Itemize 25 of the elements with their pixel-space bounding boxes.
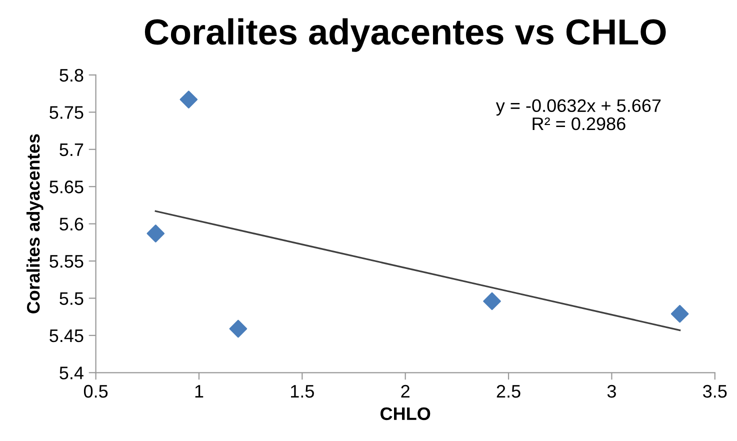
point xyxy=(670,304,689,323)
y-tick-label: 5.75 xyxy=(50,106,84,119)
x-tick-label: 0.5 xyxy=(84,384,108,398)
point xyxy=(229,320,248,338)
y-axis-title: Coralites adyacentes xyxy=(26,134,44,314)
y-tick-label: 5.5 xyxy=(60,292,84,305)
y-tick-label: 5.6 xyxy=(60,218,84,231)
x-tick-label: 3.5 xyxy=(703,384,727,398)
x-tick-label: 2.5 xyxy=(496,384,520,398)
y-tick-label: 5.8 xyxy=(60,68,84,82)
x-axis-title: CHLO xyxy=(380,407,430,420)
y-tick-label: 5.45 xyxy=(50,330,84,342)
point xyxy=(146,224,165,242)
y-tick-label: 5.4 xyxy=(60,366,84,380)
y-tick-label: 5.7 xyxy=(60,144,84,156)
y-tick-label: 5.55 xyxy=(50,255,84,268)
x-tick-label: 2 xyxy=(401,384,410,398)
annotation: y = -0.0632x + 5.667 R² = 0.2986 xyxy=(496,99,661,130)
x-tick-label: 3 xyxy=(607,384,616,398)
point xyxy=(483,292,501,310)
point xyxy=(180,90,198,108)
y-tick-label: 5.65 xyxy=(50,180,84,194)
x-tick-label: 1 xyxy=(195,385,204,398)
x-tick-label: 1.5 xyxy=(291,385,314,398)
chart-title: Coralites adyacentes vs CHLO xyxy=(144,18,666,52)
